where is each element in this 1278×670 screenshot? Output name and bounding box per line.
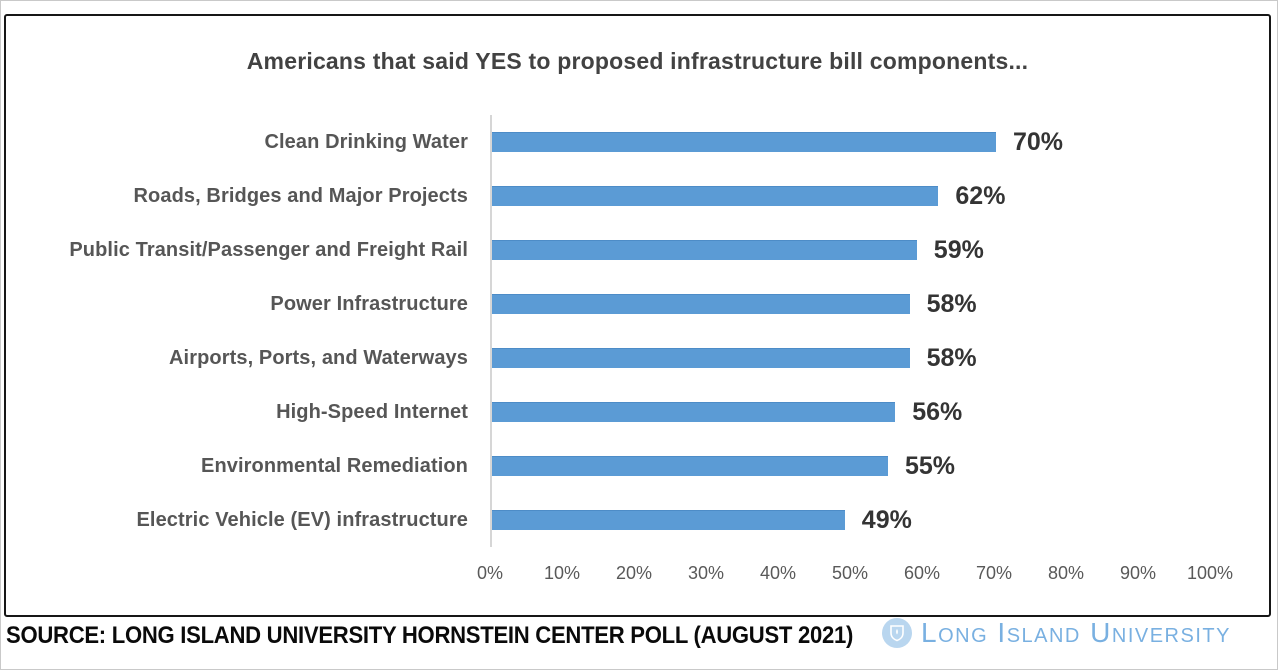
x-axis-tick: 0% [476,563,503,583]
value-label: 56% [912,397,963,426]
university-seal-icon [882,618,912,648]
x-axis-tick: 60% [903,563,941,583]
value-label: 58% [926,289,977,318]
bar-row: Clean Drinking Water 70% [10,115,1260,169]
x-axis-tick: 80% [1047,563,1085,583]
category-label: Clean Drinking Water [264,130,468,153]
category-label: Power Infrastructure [270,292,468,315]
x-axis-tick: 20% [615,563,653,583]
bar [492,294,910,314]
x-axis-tick: 40% [759,563,797,583]
bar [492,240,917,260]
value-label: 58% [926,343,977,372]
chart-title: Americans that said YES to proposed infr… [246,48,1029,74]
bar-row: Roads, Bridges and Major Projects 62% [10,169,1260,223]
category-label: Airports, Ports, and Waterways [169,346,468,369]
bar [492,132,996,152]
bar [492,402,896,422]
plot-area-row: 59% [490,223,1260,277]
value-label: 62% [955,181,1006,210]
university-logo-text: Long Island University [921,617,1231,648]
source-citation: SOURCE: LONG ISLAND UNIVERSITY HORNSTEIN… [6,622,854,649]
plot-area-row: 58% [490,331,1260,385]
value-label: 49% [861,505,912,534]
bar-row: Environmental Remediation 55% [10,439,1260,493]
value-label: 59% [933,235,984,264]
category-label: Roads, Bridges and Major Projects [133,184,468,207]
bar-row: High-Speed Internet 56% [10,385,1260,439]
x-axis-tick: 10% [543,563,581,583]
shield-icon [890,625,904,642]
plot-area-row: 62% [490,169,1260,223]
x-axis-tick: 30% [687,563,725,583]
x-axis-tick: 70% [975,563,1013,583]
bar [492,510,845,530]
bar-row: Airports, Ports, and Waterways 58% [10,331,1260,385]
bar-row: Electric Vehicle (EV) infrastructure 49% [10,493,1260,547]
plot-area-row: 49% [490,493,1260,547]
value-label: 70% [1013,127,1064,156]
category-label: Electric Vehicle (EV) infrastructure [136,508,468,531]
value-label: 55% [905,451,956,480]
university-logo: Long Island University [882,617,1231,649]
bar-rows: Clean Drinking Water 70% Roads, Bridges … [10,115,1260,547]
x-axis: 0% 10% 20% 30% 40% 50% 60% 70% 80% 90% 1… [454,563,1246,584]
x-axis-tick: 100% [1186,563,1234,583]
plot-area-row: 58% [490,277,1260,331]
x-axis-tick: 90% [1119,563,1157,583]
plot-area-row: 70% [490,115,1260,169]
plot-area-row: 55% [490,439,1260,493]
bar-row: Public Transit/Passenger and Freight Rai… [10,223,1260,277]
plot-area-row: 56% [490,385,1260,439]
chart-container: Americans that said YES to proposed infr… [4,14,1271,617]
bar [492,348,910,368]
bar [492,186,939,206]
bar [492,456,888,476]
category-label: Public Transit/Passenger and Freight Rai… [69,238,468,261]
category-label: Environmental Remediation [201,454,468,477]
category-label: High-Speed Internet [276,400,468,423]
bar-row: Power Infrastructure 58% [10,277,1260,331]
x-axis-tick: 50% [831,563,869,583]
